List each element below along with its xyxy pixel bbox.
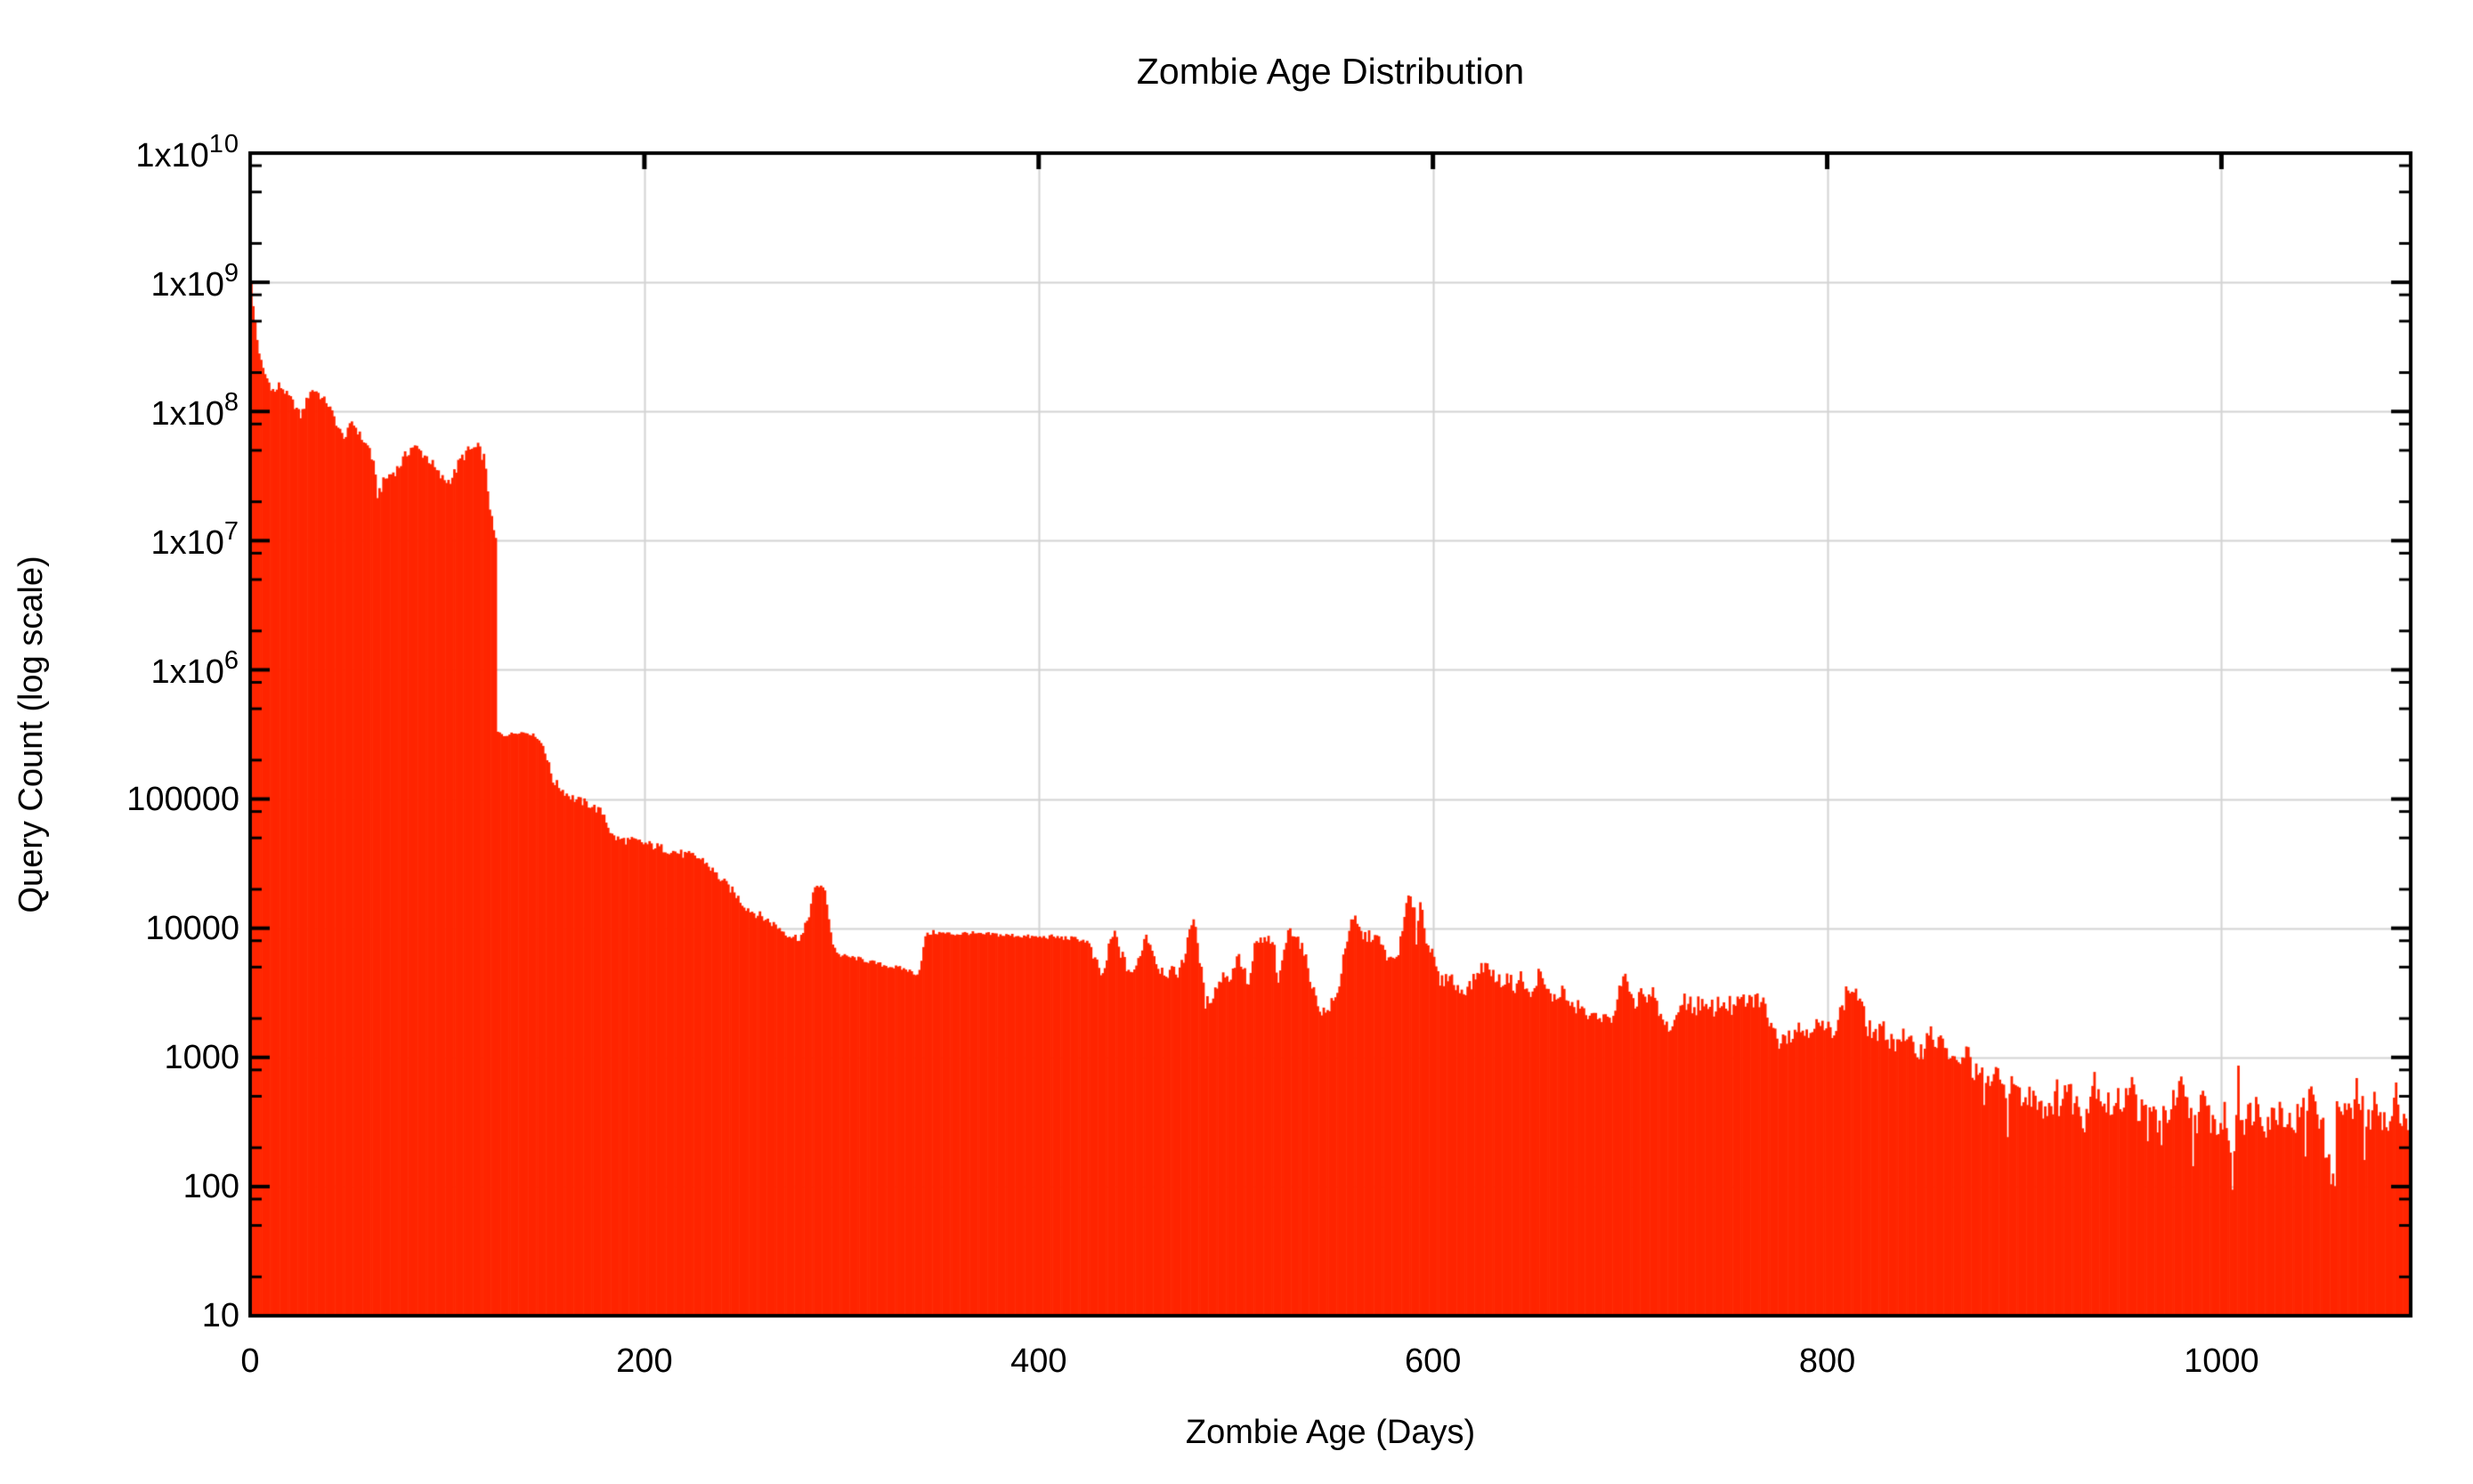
y-tick-label: 1x1010 bbox=[135, 130, 239, 174]
y-tick-label: 10000 bbox=[145, 909, 239, 947]
y-tick-label: 1000 bbox=[164, 1038, 239, 1076]
x-tick-label: 800 bbox=[1798, 1342, 1856, 1380]
y-axis-title-text: Query Count (log scale) bbox=[12, 555, 50, 913]
x-tick-label: 0 bbox=[240, 1342, 260, 1380]
y-tick-label: 100000 bbox=[126, 780, 239, 818]
y-tick-label: 1x107 bbox=[150, 517, 239, 563]
y-tick-label: 100 bbox=[182, 1167, 239, 1205]
x-axis-title: Zombie Age (Days) bbox=[1185, 1414, 1476, 1451]
x-tick-label: 1000 bbox=[2184, 1342, 2259, 1380]
y-tick-label: 10 bbox=[201, 1297, 239, 1334]
x-tick-label: 400 bbox=[1010, 1342, 1067, 1380]
x-tick-label: 200 bbox=[616, 1342, 673, 1380]
y-tick-label: 1x109 bbox=[150, 259, 239, 304]
chart-title: Zombie Age Distribution bbox=[1136, 51, 1525, 92]
y-tick-label: 1x106 bbox=[150, 646, 239, 692]
y-tick-label: 1x108 bbox=[150, 388, 239, 434]
x-tick-label: 600 bbox=[1404, 1342, 1462, 1380]
